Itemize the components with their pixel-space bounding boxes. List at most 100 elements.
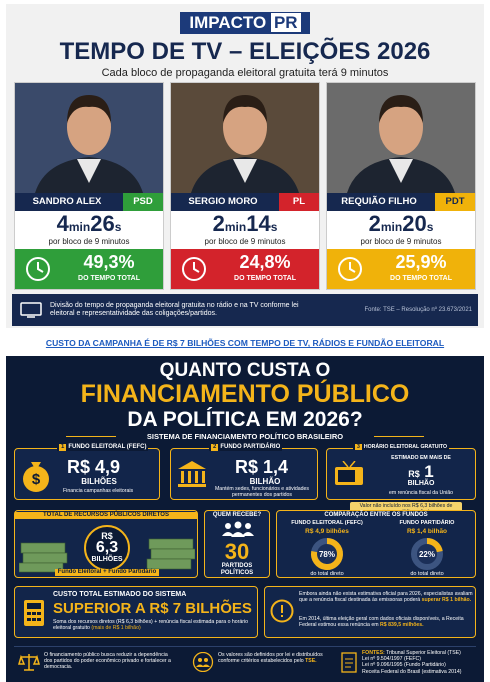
note-text: Em 2014, última eleição geral com dados …: [299, 616, 464, 629]
clock-icon: [182, 257, 206, 281]
minutes: 4: [56, 211, 69, 236]
fund-number: 1: [59, 444, 67, 451]
fund-number: 2: [211, 444, 219, 451]
fund-name: HORÁRIO ELEITORAL GRATUITO: [363, 444, 448, 450]
candidate-card: REQUIÃO FILHO PDT 2min20s por bloco de 9 mi…: [326, 82, 476, 290]
footer-source: Fonte: TSE – Resolução nº 23.673/2021: [364, 307, 473, 313]
recipients-card: QUEM RECEBE? 30 PARTIDOS POLÍTICOS: [204, 510, 270, 578]
party: PL: [279, 193, 319, 211]
donut: 78%: [311, 538, 343, 570]
fund-name: FUNDO ELEITORAL (FEFC): [68, 444, 147, 450]
fund-currency: R$: [408, 469, 420, 479]
total-currency: R$: [101, 531, 113, 541]
fund-name: FUNDO PARTIDÁRIO: [220, 444, 281, 450]
fund-desc: Mantém sedes, funcionários e atividades …: [214, 486, 309, 499]
note-highlight: superar R$ 1 bilhão.: [421, 597, 472, 604]
share-caption: DO TEMPO TOTAL: [390, 275, 452, 282]
clock-icon: [26, 257, 50, 281]
article-link[interactable]: CUSTO DA CAMPANHA É DE R$ 7 BILHÕES COM …: [45, 338, 445, 348]
system-cost-desc: Soma dos recursos diretos (R$ 6,3 bilhõe…: [53, 619, 249, 632]
clock-hands: [349, 262, 356, 273]
money-bag-icon: $: [23, 462, 49, 492]
donut-caption: do total direto: [310, 571, 344, 577]
sec-unit: s: [426, 220, 434, 234]
fund-amount: R$ 1,4: [235, 457, 289, 477]
donut-label: 78%: [319, 550, 335, 559]
institution-icon: [178, 461, 206, 487]
hair: [379, 95, 423, 123]
face: [379, 99, 423, 155]
donut-arc: [426, 538, 443, 553]
share-box: 25,9% DO TEMPO TOTAL: [327, 249, 475, 289]
tv-time-panel: IMPACTO PR TEMPO DE TV – ELEIÇÕES 2026 C…: [6, 4, 484, 328]
candidate-photo: [171, 83, 319, 193]
shirt: [233, 159, 257, 183]
share: 49,3%: [83, 252, 135, 272]
rules-highlight: TSE.: [305, 658, 317, 665]
share-box: 24,8% DO TEMPO TOTAL: [171, 249, 319, 289]
total-amount: 6,3: [95, 539, 119, 556]
candidate-photo: [15, 83, 163, 193]
clock-face: [182, 257, 206, 281]
party: PDT: [435, 193, 475, 211]
rule: [14, 646, 476, 647]
comparison-title: COMPARAÇÃO ENTRE OS FUNDOS: [324, 512, 428, 518]
fund-name: FUNDO ELEITORAL (FEFC): [291, 520, 363, 526]
shirt: [389, 159, 413, 183]
fund-desc: em renúncia fiscal da União: [388, 490, 453, 496]
money-stacks: [19, 525, 195, 573]
total-card: TOTAL DE RECURSOS PÚBLICOS DIRETOS R$ 6,…: [14, 510, 198, 578]
fund-amount: R$ 4,9 bilhões: [305, 528, 349, 535]
per-block: por bloco de 9 minutos: [360, 237, 442, 246]
per-block: por bloco de 9 minutos: [204, 237, 286, 246]
sec-unit: s: [114, 220, 122, 234]
face: [67, 99, 111, 155]
purpose-text: O financiamento público busca reduzir a …: [44, 652, 171, 671]
system-cost-highlight: (mais de R$ 1 bilhão): [91, 625, 141, 632]
brand: IMPACTO PR: [180, 12, 310, 34]
minutes: 2: [212, 211, 225, 236]
candidate-name: SERGIO MORO: [188, 196, 258, 207]
min-unit: min: [380, 220, 403, 234]
note-text: Embora ainda não exista estimativa ofici…: [299, 591, 473, 604]
title-line: DA POLÍTICA EM 2026?: [127, 408, 363, 431]
tv-time: 2min20s: [327, 211, 475, 240]
fund-pre: ESTIMADO EM MAIS DE: [391, 455, 451, 461]
title: TEMPO DE TV – ELEIÇÕES 2026: [59, 38, 431, 65]
fund-amount: 1: [424, 462, 434, 481]
donut: 22%: [411, 538, 443, 570]
candidate-name: SANDRO ALEX: [32, 196, 102, 207]
fund-card: 2 FUNDO PARTIDÁRIO R$ 1,4 BILHÃO Mantém s…: [170, 444, 318, 500]
svg-text:$: $: [32, 471, 41, 488]
fund-card: 3 HORÁRIO ELEITORAL GRATUITO ESTIMADO EM …: [326, 444, 476, 500]
recipients-label: PARTIDOS POLÍTICOS: [220, 563, 254, 576]
recipients-count: 30: [224, 539, 250, 564]
source: Receita Federal do Brasil (estimativa 20…: [362, 668, 462, 675]
tv-time: 2min14s: [171, 211, 319, 240]
donut-label: 22%: [419, 550, 435, 559]
people-icon: [222, 521, 254, 537]
financing-panel: QUANTO CUSTA O FINANCIAMENTO PÚBLICO DA …: [6, 356, 484, 682]
fund-number: 3: [355, 444, 362, 451]
system-cost-title: CUSTO TOTAL ESTIMADO DO SISTEMA: [53, 591, 187, 598]
note-highlight: R$ 839,5 milhões.: [380, 622, 424, 629]
fund-card: 1 FUNDO ELEITORAL (FEFC) $ R$ 4,9 BILHÕES…: [14, 444, 160, 500]
fund-unit: BILHÃO: [407, 480, 435, 487]
footer-note: Divisão do tempo de propaganda eleitoral…: [50, 302, 299, 317]
min-unit: min: [224, 220, 247, 234]
clock-face: [26, 257, 50, 281]
calculator-icon: [24, 600, 44, 626]
share-box: 49,3% DO TEMPO TOTAL: [15, 249, 163, 289]
party: PSD: [123, 193, 163, 211]
minutes: 2: [368, 211, 381, 236]
fund-desc: Financia campanhas eleitorais: [63, 488, 134, 494]
alert-icon: [270, 599, 294, 623]
candidate-card: SANDRO ALEX PSD 4min26s por bloco de 9 minu…: [14, 82, 164, 290]
title-line: QUANTO CUSTA O: [159, 360, 331, 381]
face: [223, 99, 267, 155]
source: Tribunal Superior Eleitoral (TSE): [386, 650, 461, 656]
share-caption: DO TEMPO TOTAL: [234, 275, 296, 282]
brand-suffix: PR: [270, 13, 301, 32]
